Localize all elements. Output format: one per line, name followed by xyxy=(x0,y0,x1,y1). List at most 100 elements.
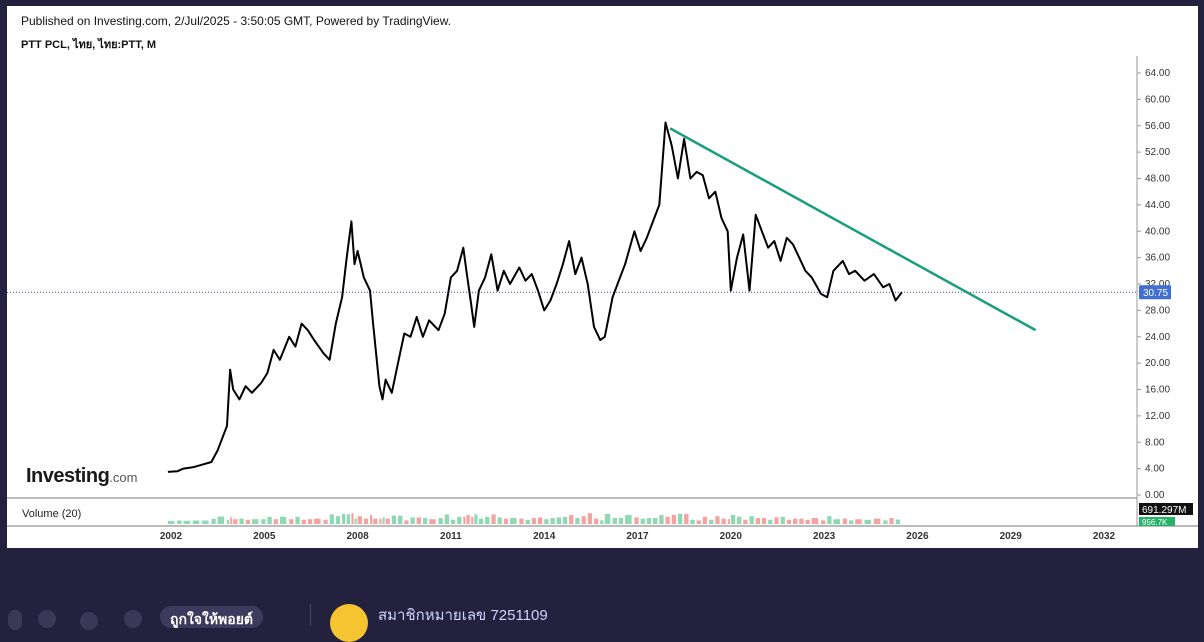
investing-logo: Investing.com xyxy=(26,465,137,488)
volume-bar xyxy=(463,516,466,524)
volume-bar xyxy=(346,514,350,524)
logo-suffix: .com xyxy=(109,470,138,485)
y-tick-label: 8.00 xyxy=(1145,437,1165,448)
volume-bar xyxy=(805,519,810,524)
volume-bar xyxy=(864,519,872,524)
volume-bar xyxy=(842,518,848,524)
volume-bar xyxy=(491,514,496,524)
volume-bar xyxy=(230,517,233,524)
volume-bar xyxy=(416,517,422,524)
volume-bar xyxy=(730,515,736,524)
volume-bar xyxy=(351,513,354,524)
volume-bar xyxy=(684,513,689,524)
volume-bar xyxy=(604,513,611,524)
volume-bar xyxy=(217,516,225,524)
volume-bar xyxy=(820,520,826,524)
volume-bar xyxy=(612,518,617,524)
x-tick-label: 2017 xyxy=(626,531,649,542)
volume-bar xyxy=(727,519,730,524)
y-tick-label: 20.00 xyxy=(1145,358,1170,369)
y-tick-label: 12.00 xyxy=(1145,411,1170,422)
volume-bar xyxy=(363,518,369,524)
x-tick-label: 2011 xyxy=(440,531,462,542)
y-tick-label: 4.00 xyxy=(1145,464,1165,475)
volume-bar xyxy=(202,520,209,524)
volume-bar xyxy=(239,518,244,524)
volume-ma-badge xyxy=(1139,517,1175,526)
volume-value-label: 691.297M xyxy=(1142,505,1186,516)
add-icon[interactable] xyxy=(38,610,56,628)
volume-bar xyxy=(192,520,200,524)
price-badge xyxy=(1139,285,1171,300)
volume-bar xyxy=(743,519,748,524)
volume-bar xyxy=(811,518,819,524)
volume-bar xyxy=(457,516,462,524)
y-tick-label: 64.00 xyxy=(1145,68,1170,79)
x-tick-label: 2032 xyxy=(1093,531,1116,542)
volume-bar xyxy=(761,518,767,524)
volume-bar xyxy=(531,518,537,524)
volume-bar xyxy=(634,517,639,524)
volume-bar xyxy=(474,514,478,524)
x-tick-label: 2026 xyxy=(906,531,929,542)
member-avatar[interactable] xyxy=(330,604,368,642)
volume-bar xyxy=(373,518,378,524)
volume-bar xyxy=(575,518,580,524)
y-tick-label: 28.00 xyxy=(1145,305,1170,316)
y-tick-label: 24.00 xyxy=(1145,332,1170,343)
volume-bar xyxy=(478,518,484,524)
price-badge-label: 30.75 xyxy=(1143,288,1168,299)
comment-icon[interactable] xyxy=(8,610,22,630)
volume-bar xyxy=(774,517,779,524)
volume-bar xyxy=(307,519,313,524)
footer-divider xyxy=(310,604,311,626)
x-tick-label: 2005 xyxy=(253,531,276,542)
chart-plot[interactable]: 0.00 4.00 8.00 12.00 16.00 20.00 24.00 28.00 32.… xyxy=(7,6,1198,548)
volume-bar xyxy=(671,515,677,524)
member-name[interactable]: สมาชิกหมายเลข 7251109 xyxy=(378,607,548,624)
volume-bar xyxy=(640,518,645,524)
volume-bar xyxy=(737,516,742,524)
y-tick-label: 60.00 xyxy=(1145,94,1170,105)
volume-bar xyxy=(382,517,385,524)
y-tick-label: 52.00 xyxy=(1145,147,1170,158)
volume-bar xyxy=(429,519,436,524)
volume-bar xyxy=(438,518,443,524)
volume-bar xyxy=(267,516,272,524)
x-tick-label: 2008 xyxy=(346,531,369,542)
volume-bar xyxy=(379,518,382,524)
volume-bar xyxy=(509,518,517,524)
volume-bar xyxy=(273,519,278,524)
y-tick-label: 48.00 xyxy=(1145,174,1170,185)
x-tick-label: 2014 xyxy=(533,531,556,542)
volume-bar xyxy=(410,517,415,524)
y-tick-label: 32.00 xyxy=(1145,279,1170,290)
volume-bar xyxy=(646,518,652,524)
volume-bar xyxy=(503,518,509,524)
volume-bar xyxy=(357,516,362,524)
symbol-title: PTT PCL, ไทย, ไทย:PTT, M xyxy=(21,39,157,51)
volume-bar xyxy=(519,518,524,524)
like-give-point-button[interactable]: ถูกใจให้พอยต์ xyxy=(160,606,263,628)
x-tick-label: 2020 xyxy=(720,531,743,542)
volume-bar xyxy=(466,515,470,524)
emoji-icon[interactable] xyxy=(80,612,98,630)
volume-bar xyxy=(450,519,456,524)
volume-bar xyxy=(895,519,900,524)
y-tick-label: 56.00 xyxy=(1145,121,1170,132)
point-icon[interactable] xyxy=(124,610,142,628)
x-tick-label: 2029 xyxy=(1000,531,1023,542)
y-tick-label: 44.00 xyxy=(1145,200,1170,211)
published-caption: Published on Investing.com, 2/Jul/2025 -… xyxy=(21,14,452,28)
volume-bar xyxy=(833,519,840,524)
volume-bar xyxy=(593,518,599,524)
price-series-line[interactable] xyxy=(167,121,903,473)
volume-bar xyxy=(329,514,334,524)
volume-bar xyxy=(261,519,266,524)
volume-bar xyxy=(211,518,216,524)
y-tick-label: 36.00 xyxy=(1145,253,1170,264)
volume-bar xyxy=(653,518,658,524)
volume-bar xyxy=(485,516,490,524)
trend-line[interactable] xyxy=(669,127,1037,332)
volume-bar xyxy=(768,519,773,524)
